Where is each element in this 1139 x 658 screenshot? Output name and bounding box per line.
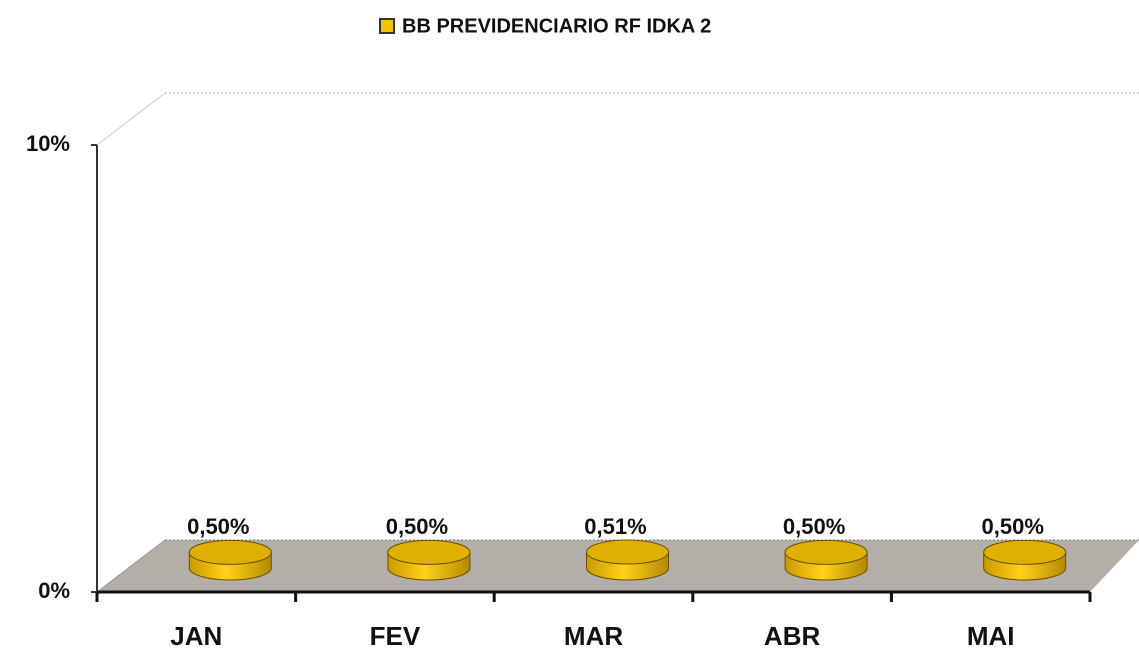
value-label: 0,50% <box>982 514 1044 539</box>
x-tick-label: MAI <box>967 621 1015 651</box>
x-tick-label: FEV <box>370 621 421 651</box>
value-label: 0,50% <box>187 514 249 539</box>
y-tick-label: 0% <box>38 578 70 603</box>
floor-side-edge <box>96 539 166 593</box>
value-label: 0,50% <box>783 514 845 539</box>
bar-top <box>387 539 471 565</box>
x-tick-label: JAN <box>170 621 222 651</box>
y-tick-label: 10% <box>26 131 70 156</box>
legend-label: BB PREVIDENCIARIO RF IDKA 2 <box>402 15 711 37</box>
bar-top <box>586 539 669 565</box>
wall-edge <box>96 92 166 146</box>
legend-swatch <box>379 18 395 34</box>
bar-top <box>784 539 868 565</box>
value-label: 0,51% <box>584 514 646 539</box>
value-label: 0,50% <box>386 514 448 539</box>
x-tick-label: ABR <box>764 621 821 651</box>
bar-top <box>983 539 1067 565</box>
bar-top <box>188 539 272 565</box>
x-tick-label: MAR <box>564 621 623 651</box>
